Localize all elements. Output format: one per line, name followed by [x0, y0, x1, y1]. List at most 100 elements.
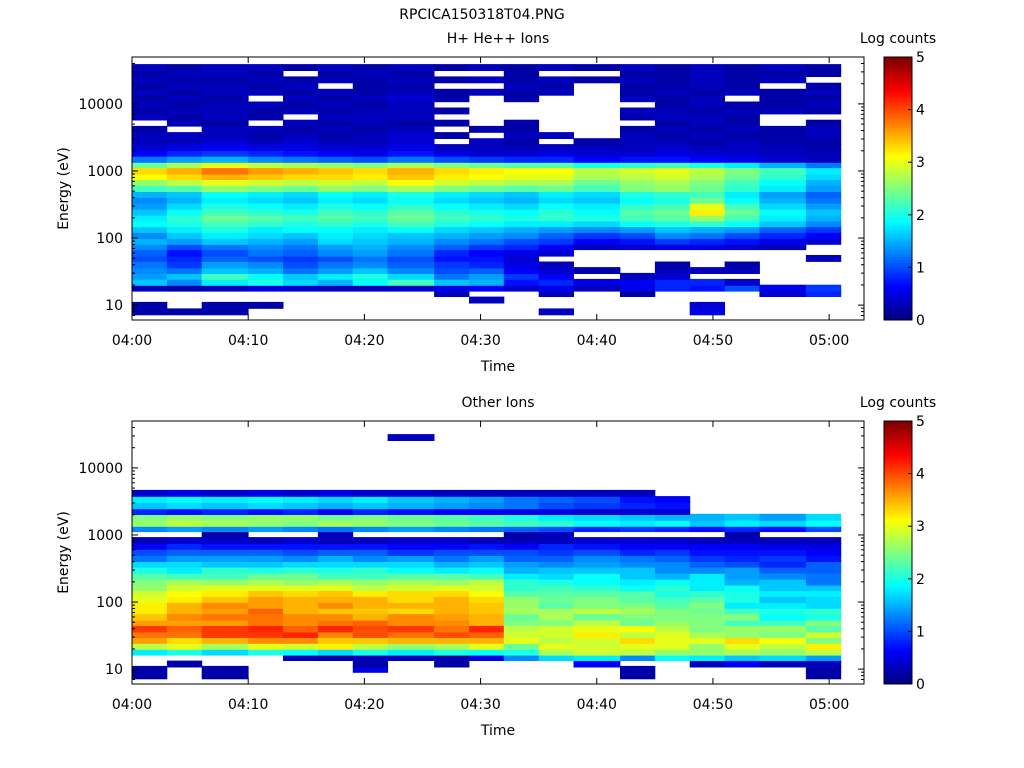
heatmap-cell — [132, 607, 168, 615]
heatmap-cell — [248, 202, 284, 210]
heatmap-cell — [538, 278, 574, 286]
heatmap-cell — [469, 208, 505, 216]
heatmap-cell — [689, 584, 725, 592]
heatmap-cell — [132, 220, 168, 228]
heatmap-cell — [434, 660, 470, 668]
heatmap-cell — [248, 513, 284, 521]
colorbar-segment — [884, 93, 912, 97]
heatmap-cell — [387, 202, 435, 210]
colorbar-segment — [884, 167, 912, 171]
colorbar-segment — [884, 610, 912, 614]
heatmap-cell — [620, 590, 656, 597]
colorbar-tick-label: 0 — [916, 313, 925, 329]
heatmap-cell — [387, 243, 435, 251]
heatmap-cell — [469, 508, 505, 515]
heatmap-cell — [620, 631, 656, 638]
y-tick-label: 1000 — [87, 164, 123, 180]
y-axis-label: Energy (eV) — [56, 511, 72, 594]
heatmap-cell — [387, 144, 435, 151]
colorbar-segment — [884, 106, 912, 111]
heatmap-cell — [654, 149, 691, 157]
colorbar-segment — [884, 64, 912, 69]
heatmap-cell — [573, 489, 621, 497]
heatmap-cell — [166, 660, 203, 668]
heatmap-cell — [689, 660, 725, 668]
heatmap-cell — [805, 149, 842, 157]
heatmap-cell — [283, 167, 319, 175]
heatmap-cell — [503, 132, 540, 139]
heatmap-cell — [352, 578, 389, 586]
heatmap-cell — [805, 208, 842, 216]
heatmap-cell — [132, 566, 168, 574]
heatmap-cell — [434, 161, 470, 169]
heatmap-cell — [283, 613, 319, 621]
heatmap-cell — [724, 113, 760, 121]
heatmap-cell — [387, 161, 435, 169]
heatmap-cell — [654, 513, 691, 521]
heatmap-cell — [805, 290, 842, 297]
heatmap-cell — [317, 132, 354, 139]
heatmap-cell — [759, 290, 807, 297]
heatmap-cell — [503, 555, 540, 562]
heatmap-cell — [248, 232, 284, 239]
colorbar-segment — [884, 478, 912, 482]
heatmap-cell — [654, 654, 691, 661]
heatmap-cell — [352, 613, 389, 621]
heatmap-cell — [317, 642, 354, 650]
heatmap-cell — [352, 513, 389, 521]
heatmap-cell — [132, 178, 168, 186]
heatmap-cell — [689, 76, 725, 84]
heatmap-cell — [201, 226, 249, 233]
colorbar-segment — [884, 673, 912, 677]
colorbar-segment — [884, 75, 912, 79]
heatmap-cell — [132, 144, 168, 151]
colorbar-tick-label: 4 — [916, 467, 925, 483]
heatmap-cell — [434, 508, 470, 515]
colorbar-segment — [884, 452, 912, 456]
heatmap-cell — [654, 642, 691, 650]
heatmap-cell — [654, 88, 691, 96]
heatmap-cell — [759, 549, 807, 556]
heatmap-cell — [503, 214, 540, 222]
heatmap-cell — [805, 555, 842, 562]
heatmap-cell — [317, 167, 354, 175]
heatmap-cell — [132, 255, 168, 262]
heatmap-cell — [805, 513, 842, 521]
heatmap-cell — [805, 88, 842, 96]
heatmap-cell — [387, 167, 435, 175]
heatmap-cell — [620, 185, 656, 192]
heatmap-cell — [503, 185, 540, 192]
heatmap-cell — [201, 208, 249, 216]
colorbar-segment — [884, 180, 912, 184]
heatmap-cell — [132, 167, 168, 175]
heatmap-cell — [573, 572, 621, 580]
heatmap-cell — [387, 508, 435, 515]
heatmap-cell — [573, 625, 621, 633]
heatmap-cell — [805, 613, 842, 621]
colorbar-tick-label: 3 — [916, 155, 925, 171]
colorbar-segment — [884, 256, 912, 261]
heatmap-cell — [724, 70, 760, 77]
heatmap-cell — [724, 607, 760, 615]
heatmap-cell — [469, 88, 505, 96]
heatmap-cell — [248, 144, 284, 151]
heatmap-cell — [759, 636, 807, 644]
heatmap-cell — [538, 196, 574, 204]
colorbar-segment — [884, 246, 912, 250]
heatmap-cell — [689, 173, 725, 180]
heatmap-cell — [759, 590, 807, 597]
heatmap-cell — [248, 278, 284, 286]
heatmap-cell — [248, 601, 284, 609]
heatmap-cell — [132, 64, 168, 71]
heatmap-cell — [620, 178, 656, 186]
heatmap-cell — [132, 519, 168, 527]
heatmap-cell — [724, 82, 760, 90]
heatmap-cell — [166, 119, 203, 127]
heatmap-cell — [248, 542, 284, 550]
heatmap-cell — [166, 132, 203, 139]
heatmap-cell — [654, 555, 691, 562]
heatmap-cell — [387, 636, 435, 644]
colorbar-segment — [884, 220, 912, 224]
heatmap-cell — [166, 101, 203, 109]
heatmap-cell — [654, 232, 691, 239]
